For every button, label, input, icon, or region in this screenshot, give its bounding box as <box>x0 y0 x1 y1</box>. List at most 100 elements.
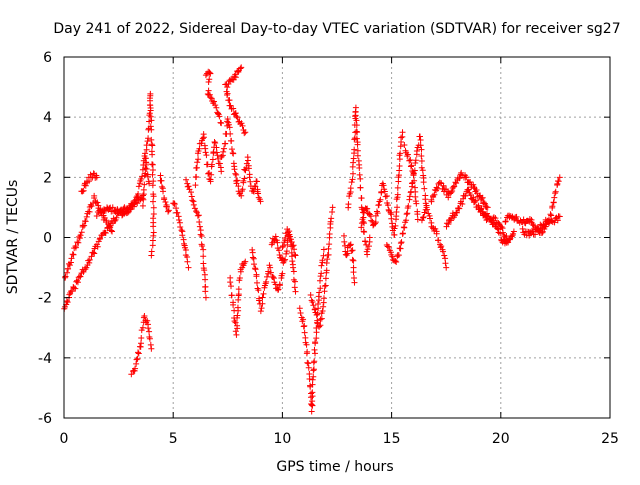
data-point <box>463 174 470 181</box>
data-point <box>347 241 354 248</box>
data-point <box>445 221 452 228</box>
data-point <box>433 230 440 237</box>
data-point <box>134 355 141 362</box>
data-point <box>150 210 157 217</box>
data-point <box>150 198 157 205</box>
data-point <box>368 217 375 224</box>
data-point <box>149 242 156 249</box>
data-point <box>433 184 440 191</box>
data-point <box>416 133 423 140</box>
data-point <box>255 190 262 197</box>
data-point <box>364 205 371 212</box>
data-point <box>171 201 178 208</box>
data-point <box>394 191 401 198</box>
data-point <box>208 171 215 178</box>
data-point <box>131 197 138 204</box>
data-point <box>406 157 413 164</box>
data-point <box>419 214 426 221</box>
data-point <box>388 215 395 222</box>
data-point <box>552 188 559 195</box>
data-point <box>317 322 324 329</box>
data-point <box>443 264 450 271</box>
data-point <box>226 97 233 104</box>
data-point <box>392 222 399 229</box>
data-point <box>147 123 154 130</box>
data-point <box>202 276 209 283</box>
data-point <box>232 328 239 335</box>
data-point <box>259 294 266 301</box>
data-point <box>226 124 233 131</box>
data-point <box>234 114 241 121</box>
data-point <box>494 225 501 232</box>
data-point <box>297 310 304 317</box>
data-point <box>242 129 249 136</box>
data-point <box>235 286 242 293</box>
data-point <box>195 212 202 219</box>
data-point <box>397 245 404 252</box>
data-point <box>361 229 368 236</box>
data-point <box>165 207 172 214</box>
data-point <box>83 264 90 271</box>
data-point <box>479 194 486 201</box>
data-point <box>453 180 460 187</box>
data-point <box>199 135 206 142</box>
data-point <box>142 161 149 168</box>
data-point <box>456 205 463 212</box>
data-point <box>354 147 361 154</box>
data-point <box>399 230 406 237</box>
data-point <box>148 126 155 133</box>
data-point <box>279 244 286 251</box>
data-point <box>62 273 69 280</box>
data-point <box>149 161 156 168</box>
data-point <box>459 200 466 207</box>
data-point <box>74 239 81 246</box>
data-point <box>234 304 241 311</box>
data-point <box>462 192 469 199</box>
data-point <box>356 171 363 178</box>
data-point <box>354 152 361 159</box>
data-point <box>230 301 237 308</box>
data-point <box>357 184 364 191</box>
data-point <box>75 239 82 246</box>
data-point <box>465 186 472 193</box>
data-point <box>182 246 189 253</box>
data-point <box>556 174 563 181</box>
data-point <box>238 64 245 71</box>
data-point <box>78 229 85 236</box>
data-point <box>329 209 336 216</box>
data-point <box>309 298 316 305</box>
data-point <box>135 350 142 357</box>
data-point <box>260 290 267 297</box>
data-point <box>391 225 398 232</box>
data-point <box>292 288 299 295</box>
data-point <box>326 241 333 248</box>
data-point <box>300 323 307 330</box>
data-point <box>519 225 526 232</box>
data-point <box>183 176 190 183</box>
data-point <box>253 279 260 286</box>
data-point <box>397 150 404 157</box>
data-point <box>149 142 156 149</box>
data-point <box>227 130 234 137</box>
data-point <box>205 170 212 177</box>
data-point <box>296 305 303 312</box>
data-point <box>106 223 113 230</box>
data-point <box>176 217 183 224</box>
data-point <box>135 190 142 197</box>
data-point <box>394 184 401 191</box>
data-point <box>145 325 152 332</box>
data-point <box>198 140 205 147</box>
y-tick-label: -2 <box>38 291 52 307</box>
data-point <box>241 175 248 182</box>
data-point <box>250 255 257 262</box>
data-point <box>216 160 223 167</box>
data-point <box>70 251 77 258</box>
data-point <box>440 248 447 255</box>
data-point <box>365 243 372 250</box>
data-point <box>276 282 283 289</box>
data-point <box>327 218 334 225</box>
data-point <box>269 273 276 280</box>
data-point <box>255 287 262 294</box>
